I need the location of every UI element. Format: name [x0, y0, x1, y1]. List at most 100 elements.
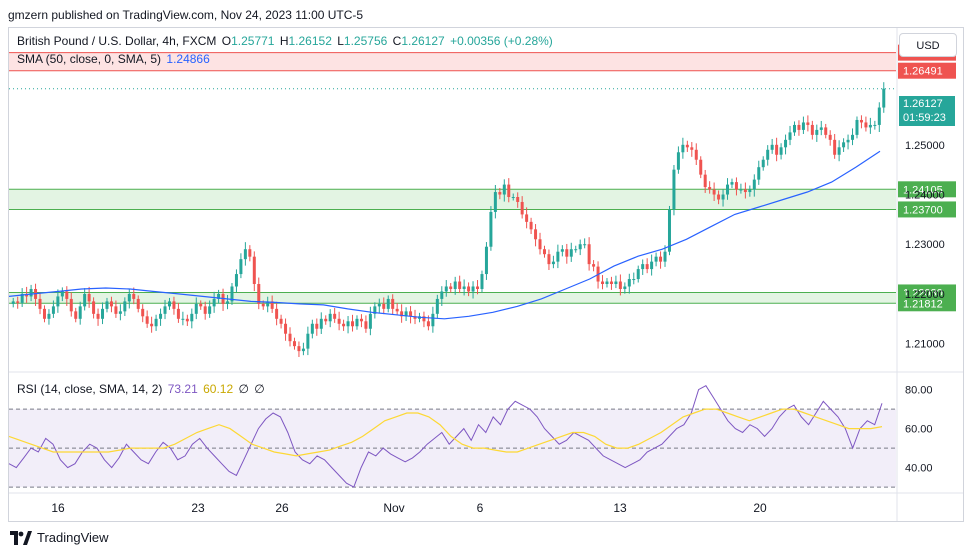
zone-fill-0 [9, 52, 896, 71]
zone-price-label-1-1: 1.23700 [903, 204, 943, 216]
tradingview-logo-icon [10, 530, 32, 545]
candle-body [373, 306, 377, 314]
candle-body [636, 269, 640, 280]
candle-body [739, 189, 743, 191]
last-price-tag: 1.26127 01:59:23 [899, 96, 955, 126]
main-legend: British Pound / U.S. Dollar, 4h, FXCM O1… [17, 34, 555, 48]
candle-body [507, 184, 511, 198]
candle-body [534, 229, 538, 240]
price-tick-label: 1.25000 [905, 140, 945, 152]
candle-body [426, 321, 430, 327]
price-tick-label: 1.21000 [905, 339, 945, 351]
candle-body [261, 303, 265, 307]
candle-body [641, 264, 645, 270]
candle-body [587, 244, 591, 265]
candle-body [877, 107, 881, 125]
candle-body [614, 281, 618, 285]
candle-body [690, 147, 694, 150]
candle-body [627, 279, 631, 287]
candle-body [239, 259, 243, 275]
candle-body [645, 264, 649, 270]
candle-body [797, 124, 801, 130]
candle-body [712, 189, 716, 195]
candle-body [60, 291, 64, 297]
candle-body [203, 306, 207, 314]
candle-body [404, 311, 408, 317]
candle-body [484, 246, 488, 275]
candle-body [601, 281, 605, 285]
candle-body [172, 301, 176, 309]
candle-body [770, 144, 774, 150]
chart-frame [8, 27, 964, 522]
candle-body [748, 189, 752, 193]
candle-body [132, 293, 136, 299]
candle-body [699, 159, 703, 175]
candle-body [217, 293, 221, 299]
candle-body [654, 256, 658, 262]
candle-body [837, 147, 841, 155]
candle-body [752, 179, 756, 190]
candle-body [708, 187, 712, 190]
candle-body [609, 281, 613, 285]
candle-body [248, 249, 252, 257]
candle-body [74, 311, 78, 319]
candle-body [676, 152, 680, 170]
candle-body [806, 122, 810, 125]
candle-body [489, 211, 493, 247]
rsi-tick-label: 60.00 [905, 424, 933, 436]
price-tick-label: 1.24000 [905, 190, 945, 202]
candle-body [226, 301, 230, 304]
candle-body [726, 184, 730, 195]
candle-body [20, 293, 24, 303]
candle-body [868, 124, 872, 128]
candle-body [105, 301, 109, 309]
candle-body [199, 303, 203, 307]
candle-body [252, 256, 256, 285]
candle-body [511, 197, 515, 199]
candle-body [346, 321, 350, 327]
candle-body [297, 346, 301, 352]
candle-body [525, 214, 529, 222]
candle-body [605, 281, 609, 285]
candle-body [292, 341, 296, 347]
rsi-line [8, 385, 883, 488]
candle-body [493, 192, 497, 212]
candle-body [145, 316, 149, 324]
candle-body [810, 124, 814, 135]
candle-body [25, 293, 29, 297]
candle-body [859, 119, 863, 123]
candle-body [409, 311, 413, 317]
candle-body [792, 124, 796, 133]
candle-body [266, 301, 270, 307]
candle-body [368, 313, 372, 329]
candle-body [833, 139, 837, 155]
candle-body [275, 308, 279, 319]
candle-body [301, 348, 305, 352]
candle-body [784, 139, 788, 148]
price-tick-label: 1.22000 [905, 289, 945, 301]
candle-body [556, 251, 560, 262]
candle-body [650, 261, 654, 270]
candle-body [310, 323, 314, 334]
change-value: +0.00356 (+0.28%) [450, 34, 553, 48]
candle-body [65, 291, 69, 299]
candle-body [779, 147, 783, 155]
close-value: 1.26127 [401, 34, 445, 48]
open-label: O [221, 34, 232, 48]
candle-body [703, 174, 707, 188]
candle-body [623, 286, 627, 289]
candle-body [127, 293, 131, 302]
candle-body [440, 291, 444, 299]
candle-body [413, 316, 417, 319]
candle-body [355, 318, 359, 327]
candle-body [359, 318, 363, 322]
time-tick-label: 23 [191, 501, 205, 515]
currency-button[interactable]: USD [899, 33, 957, 57]
zone-price-tag-1-1 [898, 201, 956, 218]
candle-body [395, 308, 399, 312]
footer-brand[interactable]: TradingView [10, 530, 109, 545]
rsi-tick-label: 40.00 [905, 463, 933, 475]
candle-body [234, 274, 238, 287]
candle-body [569, 249, 573, 257]
